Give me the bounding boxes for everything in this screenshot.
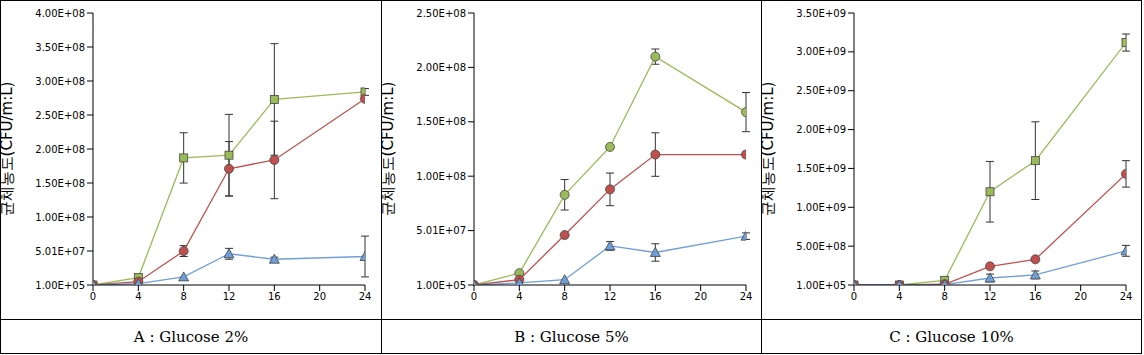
svg-text:1.00E+05: 1.00E+05 bbox=[416, 280, 466, 291]
svg-text:1.00E+05: 1.00E+05 bbox=[796, 280, 846, 291]
svg-text:8: 8 bbox=[180, 291, 186, 302]
svg-text:균체농도(CFU/m:L): 균체농도(CFU/m:L) bbox=[382, 82, 397, 217]
svg-text:16: 16 bbox=[649, 291, 662, 302]
html-text:C : Glucose 10%: C : Glucose 10% bbox=[889, 327, 1014, 346]
svg-text:2.00E+08: 2.00E+08 bbox=[416, 62, 466, 73]
svg-text:20: 20 bbox=[313, 291, 326, 302]
svg-text:5.00E+08: 5.00E+08 bbox=[796, 241, 846, 252]
svg-text:16: 16 bbox=[268, 291, 281, 302]
svg-text:0: 0 bbox=[90, 291, 96, 302]
svg-text:3.50E+08: 3.50E+08 bbox=[35, 42, 85, 53]
svg-text:1.00E+08: 1.00E+08 bbox=[416, 171, 466, 182]
svg-text:1.00E+09: 1.00E+09 bbox=[796, 202, 846, 213]
svg-text:균체농도(CFU/m:L): 균체농도(CFU/m:L) bbox=[8, 82, 16, 217]
svg-text:1.00E+08: 1.00E+08 bbox=[35, 212, 85, 223]
svg-text:5.01E+07: 5.01E+07 bbox=[416, 225, 466, 236]
svg-text:12: 12 bbox=[223, 291, 236, 302]
svg-text:20: 20 bbox=[694, 291, 707, 302]
svg-text:16: 16 bbox=[1029, 291, 1042, 302]
svg-text:4: 4 bbox=[896, 291, 902, 302]
svg-text:3.00E+08: 3.00E+08 bbox=[35, 76, 85, 87]
svg-text:2.50E+09: 2.50E+09 bbox=[796, 85, 846, 96]
svg-text:3.50E+09: 3.50E+09 bbox=[796, 8, 846, 19]
svg-text:1.00E+05: 1.00E+05 bbox=[35, 280, 85, 291]
html-text:A : Glucose 2%: A : Glucose 2% bbox=[133, 327, 249, 346]
svg-text:0: 0 bbox=[471, 291, 477, 302]
svg-text:균체농도(CFU/m:L): 균체농도(CFU/m:L) bbox=[762, 82, 777, 217]
svg-text:24: 24 bbox=[359, 291, 372, 302]
svg-text:3.00E+09: 3.00E+09 bbox=[796, 46, 846, 57]
svg-text:12: 12 bbox=[984, 291, 997, 302]
svg-text:20: 20 bbox=[1074, 291, 1087, 302]
svg-text:12: 12 bbox=[604, 291, 617, 302]
svg-text:24: 24 bbox=[740, 291, 753, 302]
svg-text:24: 24 bbox=[1120, 291, 1133, 302]
svg-text:8: 8 bbox=[561, 291, 567, 302]
svg-text:1.50E+09: 1.50E+09 bbox=[796, 163, 846, 174]
svg-text:2.50E+08: 2.50E+08 bbox=[416, 8, 466, 19]
svg-text:4.00E+08: 4.00E+08 bbox=[35, 8, 85, 19]
svg-text:8: 8 bbox=[941, 291, 947, 302]
svg-text:2.00E+09: 2.00E+09 bbox=[796, 124, 846, 135]
html-text:B : Glucose 5%: B : Glucose 5% bbox=[514, 327, 629, 346]
svg-text:1.50E+08: 1.50E+08 bbox=[35, 178, 85, 189]
svg-text:2.00E+08: 2.00E+08 bbox=[35, 144, 85, 155]
svg-text:4: 4 bbox=[135, 291, 141, 302]
svg-text:4: 4 bbox=[516, 291, 522, 302]
svg-text:5.01E+07: 5.01E+07 bbox=[35, 246, 85, 257]
svg-text:1.50E+08: 1.50E+08 bbox=[416, 116, 466, 127]
svg-text:0: 0 bbox=[851, 291, 857, 302]
svg-text:2.50E+08: 2.50E+08 bbox=[35, 110, 85, 121]
